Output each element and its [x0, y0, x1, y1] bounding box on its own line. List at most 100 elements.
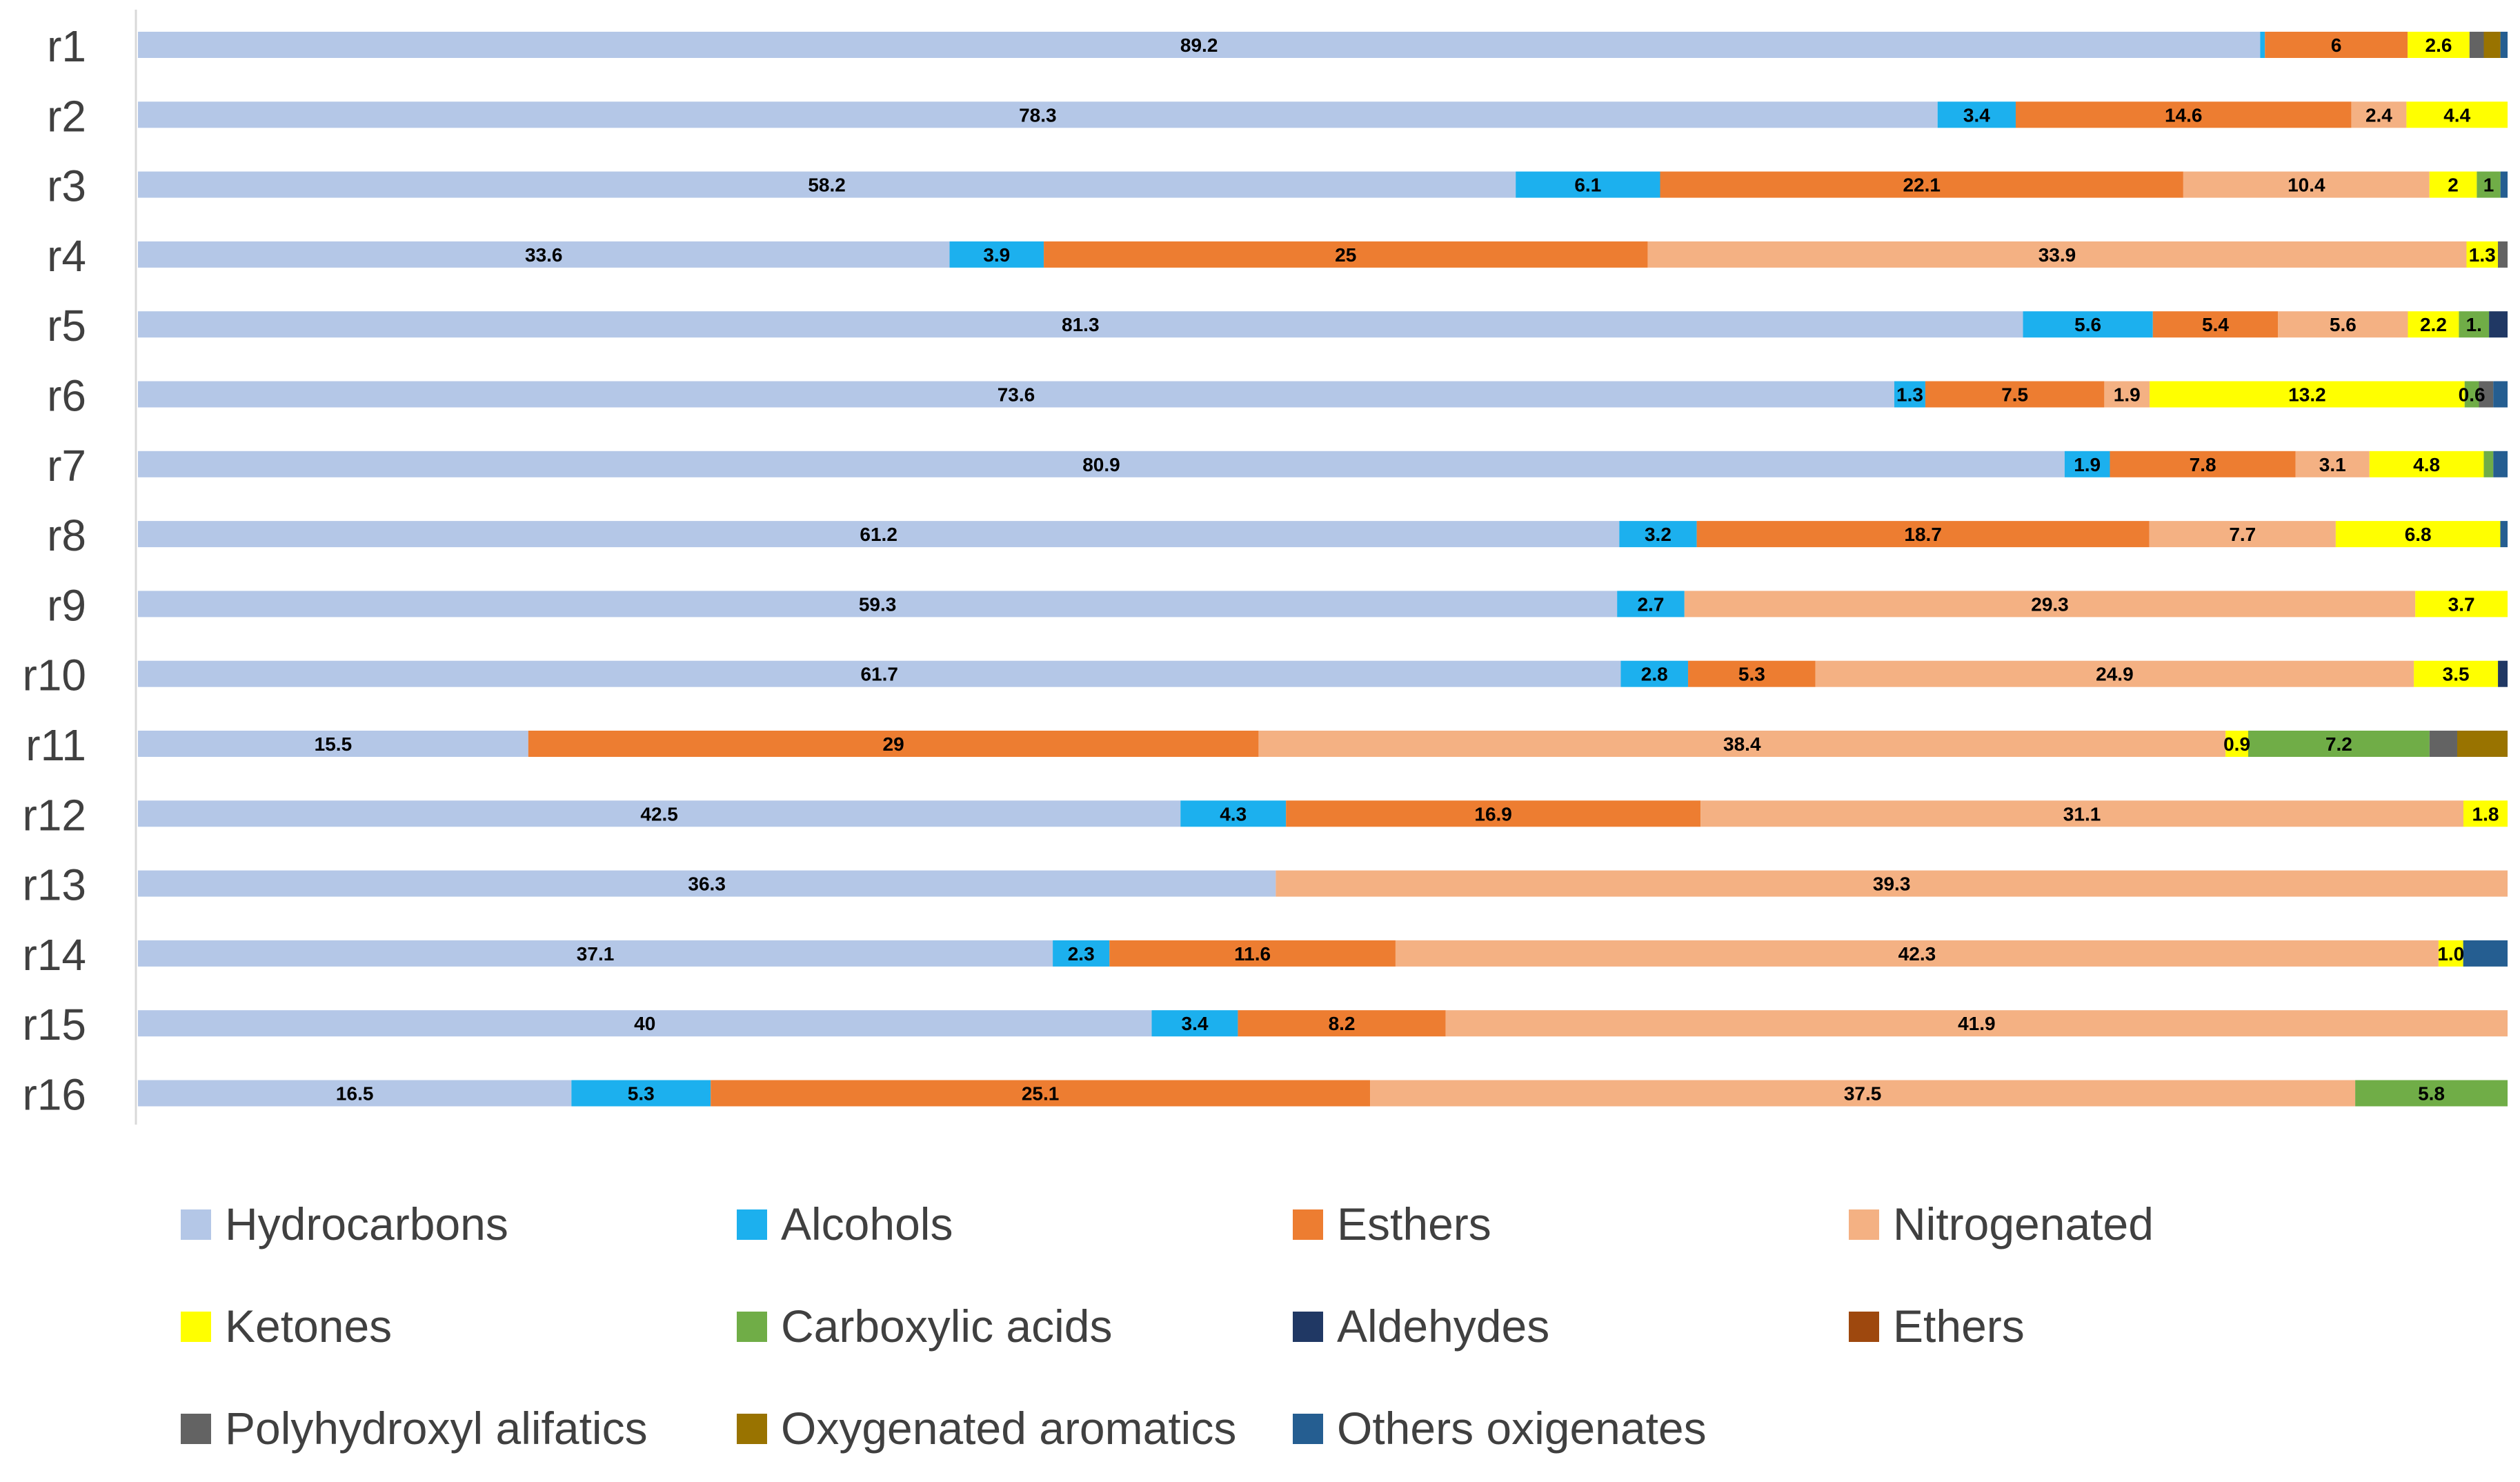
data-label-r14-hydrocarbons: 37.1	[577, 943, 615, 965]
data-label-r7-esthers: 7.8	[2190, 454, 2216, 475]
bar-r1-hydrocarbons	[138, 32, 2261, 58]
data-label-r2-esthers: 14.6	[2165, 104, 2203, 126]
data-label-r8-hydrocarbons: 61.2	[860, 524, 897, 545]
legend-swatch-ketones	[181, 1312, 211, 1342]
data-label-r3-alcohols: 6.1	[1574, 175, 1601, 196]
bar-r11-hydrocarbons	[138, 731, 528, 757]
bar-r7-carboxylic-acids	[2483, 451, 2494, 477]
bar-r16-hydrocarbons	[138, 1080, 572, 1107]
legend-label-carboxylic-acids: Carboxylic acids	[781, 1301, 1113, 1352]
data-label-r16-esthers: 25.1	[1022, 1083, 1060, 1105]
data-labels-layer: 89.2 6 2.6 78.3 3.4 14.6 2.4 4.4 58.2 6.1 22.1 10.4…	[315, 34, 2499, 1105]
y-tick-label-r15: r15	[23, 1000, 87, 1049]
data-label-r1-ketones: 2.6	[2425, 34, 2452, 56]
y-tick-label-r4: r4	[47, 231, 86, 281]
data-label-r5-ketones: 2.2	[2420, 314, 2447, 335]
bar-r13-nitrogenated	[1276, 870, 2508, 897]
bar-r8-ketones	[2335, 521, 2501, 548]
data-label-r6-esthers: 7.5	[2001, 384, 2028, 406]
legend-swatch-nitrogenated	[1849, 1209, 1879, 1240]
data-label-r7-alcohols: 1.9	[2074, 454, 2101, 475]
y-tick-label-r6: r6	[47, 371, 86, 421]
bar-r10-aldehydes	[2498, 660, 2508, 687]
y-tick-label-r14: r14	[23, 930, 87, 980]
bar-r3-carboxylic-acids	[2477, 171, 2501, 198]
y-tick-label-r3: r3	[47, 161, 86, 211]
bar-r5-nitrogenated	[2278, 311, 2408, 338]
bar-r12-ketones	[2463, 800, 2508, 827]
bar-r14-esthers	[1109, 940, 1396, 967]
data-label-r11-ketones: 0.9	[2223, 733, 2250, 755]
y-tick-label-r10: r10	[23, 651, 87, 700]
legend-label-oxygenated-aromatics: Oxygenated aromatics	[781, 1403, 1236, 1454]
bar-r6-carboxylic-acids	[2464, 381, 2479, 408]
data-label-r12-alcohols: 4.3	[1220, 803, 1247, 824]
bar-r2-nitrogenated	[2351, 101, 2407, 128]
data-label-r8-nitrogenated: 7.7	[2229, 524, 2256, 545]
bar-r6-hydrocarbons	[138, 381, 1894, 408]
bar-r11-nitrogenated	[1258, 731, 2226, 757]
bar-r2-alcohols	[1937, 101, 2016, 128]
data-label-r2-nitrogenated: 2.4	[2365, 104, 2392, 126]
data-label-r11-hydrocarbons: 15.5	[315, 733, 353, 755]
data-label-r5-carboxylic-acids: 1.	[2466, 314, 2482, 335]
y-tick-label-r16: r16	[23, 1070, 87, 1120]
data-label-r6-nitrogenated: 1.9	[2114, 384, 2141, 406]
data-label-r11-esthers: 29	[883, 733, 904, 755]
bar-r4-nitrogenated	[1647, 241, 2467, 268]
data-label-r1-esthers: 6	[2331, 34, 2342, 56]
data-label-r15-nitrogenated: 41.9	[1958, 1013, 1996, 1034]
data-label-r4-esthers: 25	[1335, 244, 1356, 266]
bar-r6-alcohols	[1894, 381, 1925, 408]
data-label-r10-alcohols: 2.8	[1641, 664, 1668, 685]
legend-label-ethers: Ethers	[1893, 1301, 2025, 1352]
legend-swatch-esthers	[1293, 1209, 1323, 1240]
data-label-r14-alcohols: 2.3	[1068, 943, 1095, 965]
data-label-r3-carboxylic-acids: 1	[2483, 175, 2494, 196]
bar-r9-alcohols	[1617, 591, 1685, 618]
bar-r8-hydrocarbons	[138, 521, 1620, 548]
data-label-r10-ketones: 3.5	[2443, 664, 2470, 685]
bar-r4-alcohols	[949, 241, 1044, 268]
data-label-r10-esthers: 5.3	[1738, 664, 1765, 685]
bar-r14-others-oxigenates	[2463, 940, 2508, 967]
legend-label-aldehydes: Aldehydes	[1337, 1301, 1549, 1352]
data-label-r2-hydrocarbons: 78.3	[1019, 104, 1057, 126]
bar-r15-hydrocarbons	[138, 1010, 1152, 1037]
bar-r2-hydrocarbons	[138, 101, 1938, 128]
data-label-r6-alcohols: 1.3	[1896, 384, 1923, 406]
legend-label-hydrocarbons: Hydrocarbons	[225, 1198, 508, 1249]
bar-r6-ketones	[2150, 381, 2465, 408]
data-label-r11-carboxylic-acids: 7.2	[2325, 733, 2352, 755]
legend-swatch-carboxylic-acids	[737, 1312, 767, 1342]
bar-r8-alcohols	[1619, 521, 1697, 548]
bar-r14-nitrogenated	[1395, 940, 2439, 967]
data-label-r7-hydrocarbons: 80.9	[1082, 454, 1120, 475]
y-tick-label-r13: r13	[23, 860, 87, 910]
bar-r5-alcohols	[2023, 311, 2153, 338]
bar-r1-esthers	[2265, 32, 2408, 58]
legend-label-nitrogenated: Nitrogenated	[1893, 1198, 2154, 1249]
data-label-r5-hydrocarbons: 81.3	[1062, 314, 1100, 335]
bar-r5-ketones	[2408, 311, 2459, 338]
bar-r7-esthers	[2110, 451, 2296, 477]
bar-r15-nitrogenated	[1445, 1010, 2508, 1037]
legend-swatch-ethers	[1849, 1312, 1879, 1342]
bar-r10-alcohols	[1620, 660, 1689, 687]
bar-r14-hydrocarbons	[138, 940, 1053, 967]
legend-swatch-others-oxigenates	[1293, 1414, 1323, 1444]
data-label-r12-ketones: 1.8	[2472, 803, 2499, 824]
data-label-r11-nitrogenated: 38.4	[1723, 733, 1761, 755]
y-tick-label-r2: r2	[47, 91, 86, 141]
bar-r6-others-oxigenates	[2493, 381, 2508, 408]
y-tick-labels: r1 r2 r3 r4 r5 r6 r7 r8 r9 r10 r11 r12 r13 r14 r15 r16	[23, 21, 87, 1120]
bar-r2-esthers	[2016, 101, 2352, 128]
bar-r10-nitrogenated	[1815, 660, 2414, 687]
legend-label-ketones: Ketones	[225, 1301, 392, 1352]
data-label-r3-nitrogenated: 10.4	[2288, 175, 2325, 196]
y-tick-label-r9: r9	[47, 580, 86, 630]
y-tick-label-r5: r5	[47, 301, 86, 350]
bar-r16-alcohols	[571, 1080, 711, 1107]
data-label-r13-hydrocarbons: 36.3	[688, 873, 726, 895]
